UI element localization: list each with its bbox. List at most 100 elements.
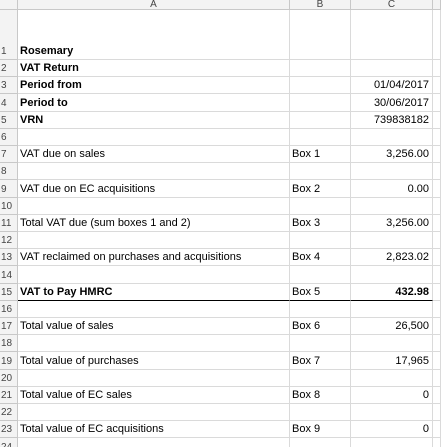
cell[interactable] [433, 77, 441, 95]
row-number[interactable]: 16 [0, 300, 18, 318]
cell[interactable] [290, 232, 351, 250]
row-number[interactable]: 3 [0, 77, 18, 95]
cell[interactable]: 26,500 [351, 318, 433, 336]
cell[interactable] [351, 197, 433, 215]
cell[interactable] [433, 369, 441, 387]
cell[interactable] [433, 10, 441, 60]
row-number[interactable]: 2 [0, 60, 18, 78]
row-number[interactable]: 19 [0, 352, 18, 370]
cell[interactable] [351, 60, 433, 78]
cell[interactable]: 2,823.02 [351, 249, 433, 267]
row-number[interactable]: 20 [0, 369, 18, 387]
column-header[interactable]: A [18, 0, 290, 10]
column-header[interactable]: C [351, 0, 433, 10]
row-number[interactable]: 23 [0, 421, 18, 439]
cell[interactable]: Rosemary [18, 10, 290, 60]
row-number[interactable]: 7 [0, 146, 18, 164]
cell[interactable] [351, 335, 433, 353]
row-number[interactable]: 9 [0, 180, 18, 198]
cell[interactable]: VRN [18, 111, 290, 129]
cell[interactable] [290, 404, 351, 422]
cell[interactable] [290, 335, 351, 353]
cell[interactable] [290, 438, 351, 447]
cell[interactable] [433, 438, 441, 447]
cell[interactable] [290, 60, 351, 78]
cell[interactable] [18, 335, 290, 353]
row-number[interactable]: 12 [0, 232, 18, 250]
cell[interactable] [18, 266, 290, 284]
cell[interactable]: Box 6 [290, 318, 351, 336]
cell[interactable] [18, 438, 290, 447]
cell[interactable]: 01/04/2017 [351, 77, 433, 95]
cell[interactable]: VAT to Pay HMRC [18, 283, 290, 301]
cell[interactable] [18, 128, 290, 146]
cell[interactable]: Total value of sales [18, 318, 290, 336]
cell[interactable] [18, 163, 290, 181]
cell[interactable]: Box 5 [290, 283, 351, 301]
cell[interactable] [351, 300, 433, 318]
cell[interactable]: 0.00 [351, 180, 433, 198]
row-number[interactable]: 1 [0, 10, 18, 60]
cell[interactable] [351, 128, 433, 146]
cell[interactable]: Total value of purchases [18, 352, 290, 370]
cell[interactable]: VAT Return [18, 60, 290, 78]
cell[interactable]: Box 1 [290, 146, 351, 164]
cell[interactable] [433, 386, 441, 404]
cell[interactable] [433, 266, 441, 284]
cell[interactable]: 30/06/2017 [351, 94, 433, 112]
cell[interactable]: Box 7 [290, 352, 351, 370]
cell[interactable] [18, 232, 290, 250]
cell[interactable] [433, 146, 441, 164]
row-number[interactable]: 17 [0, 318, 18, 336]
row-number[interactable]: 14 [0, 266, 18, 284]
cell[interactable] [290, 77, 351, 95]
cell[interactable] [351, 10, 433, 60]
cell[interactable] [433, 197, 441, 215]
cell[interactable] [18, 300, 290, 318]
cell[interactable] [433, 283, 441, 301]
cell[interactable] [433, 404, 441, 422]
cell[interactable]: Total VAT due (sum boxes 1 and 2) [18, 214, 290, 232]
cell[interactable]: Box 8 [290, 386, 351, 404]
row-number[interactable]: 24 [0, 438, 18, 447]
cell[interactable]: 0 [351, 386, 433, 404]
cell[interactable] [433, 352, 441, 370]
cell[interactable]: 3,256.00 [351, 214, 433, 232]
cell[interactable] [290, 128, 351, 146]
cell[interactable] [433, 421, 441, 439]
cell[interactable] [433, 318, 441, 336]
cell[interactable] [290, 369, 351, 387]
cell[interactable]: 3,256.00 [351, 146, 433, 164]
cell[interactable] [351, 369, 433, 387]
cell[interactable] [433, 180, 441, 198]
cell[interactable]: VAT due on sales [18, 146, 290, 164]
cell[interactable] [18, 197, 290, 215]
cell[interactable] [433, 60, 441, 78]
cell[interactable] [351, 404, 433, 422]
cell[interactable]: Box 3 [290, 214, 351, 232]
cell[interactable] [433, 111, 441, 129]
cell[interactable] [433, 128, 441, 146]
row-number[interactable]: 22 [0, 404, 18, 422]
cell[interactable]: 0 [351, 421, 433, 439]
cell[interactable] [433, 335, 441, 353]
cell[interactable] [351, 163, 433, 181]
cell[interactable] [18, 404, 290, 422]
cell[interactable]: 17,965 [351, 352, 433, 370]
cell[interactable]: VAT due on EC acquisitions [18, 180, 290, 198]
cell[interactable] [290, 163, 351, 181]
cell[interactable]: VAT reclaimed on purchases and acquisiti… [18, 249, 290, 267]
row-number[interactable]: 4 [0, 94, 18, 112]
cell[interactable] [433, 214, 441, 232]
row-number[interactable]: 11 [0, 214, 18, 232]
row-number[interactable]: 21 [0, 386, 18, 404]
cell[interactable] [290, 111, 351, 129]
cell[interactable] [433, 163, 441, 181]
row-number[interactable]: 15 [0, 283, 18, 301]
cell[interactable]: Box 4 [290, 249, 351, 267]
cell[interactable] [290, 300, 351, 318]
row-number[interactable]: 18 [0, 335, 18, 353]
cell[interactable]: 432.98 [351, 283, 433, 301]
cell[interactable]: Total value of EC sales [18, 386, 290, 404]
row-number[interactable]: 5 [0, 111, 18, 129]
